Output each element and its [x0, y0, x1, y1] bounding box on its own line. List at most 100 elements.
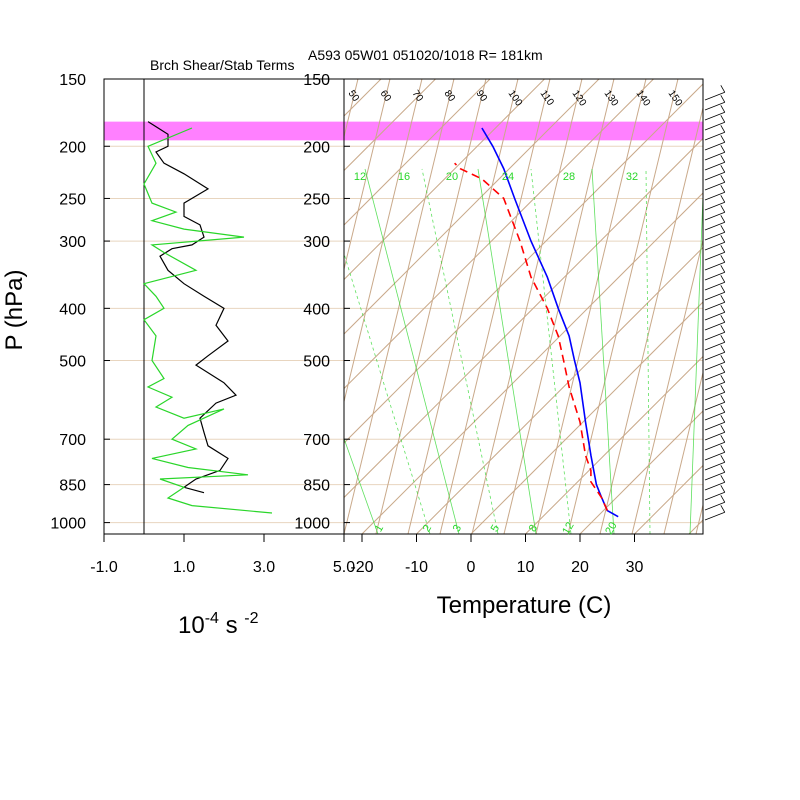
wind-barb	[704, 471, 725, 481]
mixing-ratio-line	[645, 168, 651, 534]
temp-tick-1: -10	[405, 559, 428, 576]
temp-tick-4: 20	[571, 559, 589, 576]
isotherm	[344, 79, 654, 390]
wind-barb-flag	[720, 145, 726, 153]
wind-barb-flag	[720, 235, 726, 243]
shear-line	[147, 121, 238, 494]
wind-barbs	[704, 85, 726, 521]
wind-barb-flag	[720, 115, 726, 123]
temp-tick-0: -20	[350, 559, 373, 576]
right-panel-frame	[343, 78, 704, 535]
wind-barb-flag	[720, 345, 726, 353]
dry-adiabat	[663, 370, 703, 534]
skew-label-2: 70	[410, 88, 426, 104]
wind-barb	[704, 371, 725, 381]
wind-barb	[704, 481, 725, 491]
isotherm	[688, 519, 703, 534]
left-x-tick-1: 1.0	[173, 559, 195, 576]
wind-barb	[704, 151, 725, 161]
dry-adiabat	[88, 0, 233, 534]
x-axis-label-right: Temperature (C)	[437, 592, 612, 619]
isotherm	[0, 79, 272, 534]
dry-adiabat	[439, 79, 551, 534]
left-y-tick-700: 700	[59, 432, 86, 449]
wind-barb	[704, 131, 725, 141]
left-x-tick-2: 3.0	[253, 559, 275, 576]
right-y-tick-700: 700	[303, 432, 330, 449]
wind-barb	[704, 121, 725, 131]
dry-adiabat	[24, 0, 169, 534]
left-y-tick-850: 850	[59, 478, 86, 495]
dry-adiabats	[0, 0, 800, 534]
left-panel: 150 200 250 300 400 500 700 850 1000 -1.0 1.0 3.0 5…	[50, 72, 355, 576]
left-y-tick-400: 400	[59, 301, 86, 318]
wind-barb	[704, 191, 725, 201]
wind-barb-flag	[720, 105, 726, 113]
mix-bottom-label-1: 2	[421, 523, 434, 534]
mix-bottom-label-2: 3	[451, 523, 464, 534]
wind-barb	[704, 321, 725, 331]
wind-barb	[704, 221, 725, 231]
temp-tick-2: 0	[467, 559, 476, 576]
wind-barb	[704, 381, 725, 391]
mixing-ratio-line	[344, 252, 431, 534]
skew-label-4: 90	[474, 88, 490, 104]
wind-barb-flag	[720, 225, 726, 233]
wind-barb-flag	[720, 95, 726, 103]
left-y-tick-150: 150	[59, 72, 86, 89]
dry-adiabat	[728, 0, 800, 534]
temperature-tick-labels: -20 -10 0 10 20 30	[350, 534, 644, 576]
wind-barb-flag	[720, 255, 726, 263]
wind-barb	[704, 241, 725, 251]
mixing-ratio-line	[591, 168, 615, 534]
wind-barb-flag	[720, 305, 726, 313]
wind-barb-flag	[720, 385, 726, 393]
wind-barb-flag	[720, 395, 726, 403]
skew-label-1: 60	[378, 88, 394, 104]
dry-adiabat	[503, 79, 615, 534]
right-panel: 150 200 250 300 400 500 700 850 1000 -20 -10 0 10 20…	[0, 0, 800, 576]
wind-barb-flag	[720, 195, 726, 203]
wind-barb-flag	[720, 495, 726, 503]
dry-adiabat	[407, 79, 519, 534]
right-y-tick-200: 200	[303, 139, 330, 156]
wind-barb-flag	[720, 485, 726, 493]
right-y-tick-850: 850	[303, 478, 330, 495]
wind-barb	[704, 281, 725, 291]
isotherm	[344, 79, 545, 281]
wind-barb-flag	[720, 155, 726, 163]
temperature-profile	[481, 127, 619, 518]
wind-barb	[704, 291, 725, 301]
dewpoint-profile	[454, 162, 609, 511]
wind-barb	[704, 201, 725, 211]
right-y-tick-250: 250	[303, 191, 330, 208]
wind-barb	[704, 111, 725, 121]
wind-barb	[704, 231, 725, 241]
wind-barb	[704, 461, 725, 471]
mixing-ratio-bottom-labels: 1 2 3 5 8 12 20	[373, 520, 620, 537]
wind-barb	[704, 441, 725, 451]
right-y-tick-1000: 1000	[294, 516, 330, 533]
wind-barb	[704, 261, 725, 271]
mixing-ratio-lines	[344, 168, 703, 534]
isotherm	[744, 79, 800, 534]
wind-barb	[704, 181, 725, 191]
wind-barb	[704, 271, 725, 281]
isotherm	[361, 192, 703, 534]
wind-barb-flag	[720, 415, 726, 423]
mix-top-label-3: 24	[502, 171, 514, 183]
temp-tick-3: 10	[517, 559, 535, 576]
left-y-tick-500: 500	[59, 354, 86, 371]
wind-barb	[704, 411, 725, 421]
mixing-ratio-line	[364, 168, 460, 534]
dry-adiabat	[375, 79, 487, 534]
wind-barb-flag	[720, 325, 726, 333]
mix-bottom-label-6: 20	[603, 520, 620, 537]
left-y-tick-labels: 150 200 250 300 400 500 700 850 1000	[50, 72, 110, 533]
wind-barb-flag	[720, 295, 726, 303]
isotherm	[344, 79, 491, 226]
mixing-ratio-top-labels: 12 16 20 24 28 32	[354, 171, 638, 183]
wind-barb-flag	[720, 275, 726, 283]
dry-adiabat	[344, 79, 423, 404]
dry-adiabat	[0, 0, 9, 534]
